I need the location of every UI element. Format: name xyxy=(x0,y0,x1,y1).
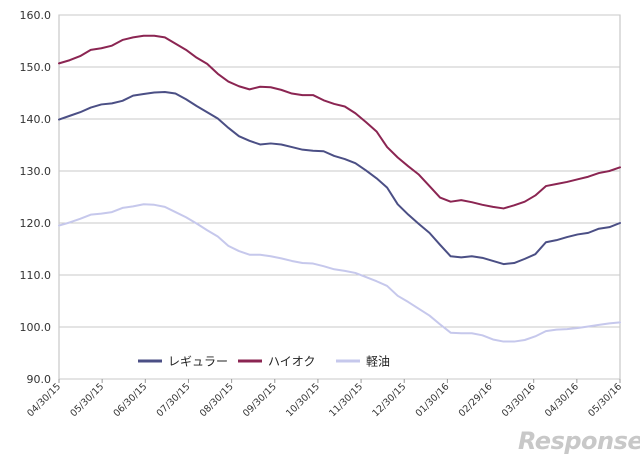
x-tick-label: 12/30/15 xyxy=(370,381,408,419)
series-line-0 xyxy=(58,90,621,266)
watermark-text: Response. xyxy=(518,427,640,455)
x-tick-label: 09/30/15 xyxy=(241,381,279,419)
x-tick-label: 02/29/16 xyxy=(457,381,495,419)
y-tick-label: 110.0 xyxy=(20,269,52,282)
legend-label: ハイオク xyxy=(268,355,316,369)
y-tick-label: 130.0 xyxy=(20,165,52,178)
y-tick-label: 100.0 xyxy=(20,321,52,334)
watermark: Response. xyxy=(518,427,640,455)
y-tick-label: 150.0 xyxy=(20,61,52,74)
x-tick-label: 04/30/15 xyxy=(25,381,63,419)
x-axis-ticks: 04/30/15 05/30/15 06/30/15 07/30/15 08/30/15… xyxy=(25,379,624,419)
x-tick-label: 05/30/16 xyxy=(586,381,624,419)
x-tick-label: 05/30/15 xyxy=(68,381,106,419)
x-tick-label: 08/30/15 xyxy=(198,381,236,419)
x-tick-label: 07/30/15 xyxy=(155,381,193,419)
y-tick-label: 140.0 xyxy=(20,113,52,126)
legend: レギュラー ハイオク 軽油 xyxy=(138,355,390,369)
x-tick-label: 10/30/15 xyxy=(284,381,322,419)
y-tick-label: 160.0 xyxy=(20,9,52,22)
x-tick-label: 01/30/16 xyxy=(414,381,452,419)
series-lines xyxy=(58,34,621,343)
y-axis-ticks: 90.0 100.0 110.0 120.0 130.0 140.0 150.0 160.0 xyxy=(20,9,52,386)
y-tick-label: 90.0 xyxy=(27,373,52,386)
x-tick-label: 11/30/15 xyxy=(327,381,365,419)
grid-lines xyxy=(58,14,621,380)
series-line-1 xyxy=(58,34,621,210)
x-tick-label: 06/30/15 xyxy=(111,381,149,419)
x-tick-label: 03/30/16 xyxy=(500,381,538,419)
legend-label: レギュラー xyxy=(168,355,228,369)
plot-frame xyxy=(58,14,621,380)
y-tick-label: 120.0 xyxy=(20,217,52,230)
x-tick-label: 04/30/16 xyxy=(543,381,581,419)
legend-label: 軽油 xyxy=(366,355,390,369)
series-line-2 xyxy=(58,203,621,343)
